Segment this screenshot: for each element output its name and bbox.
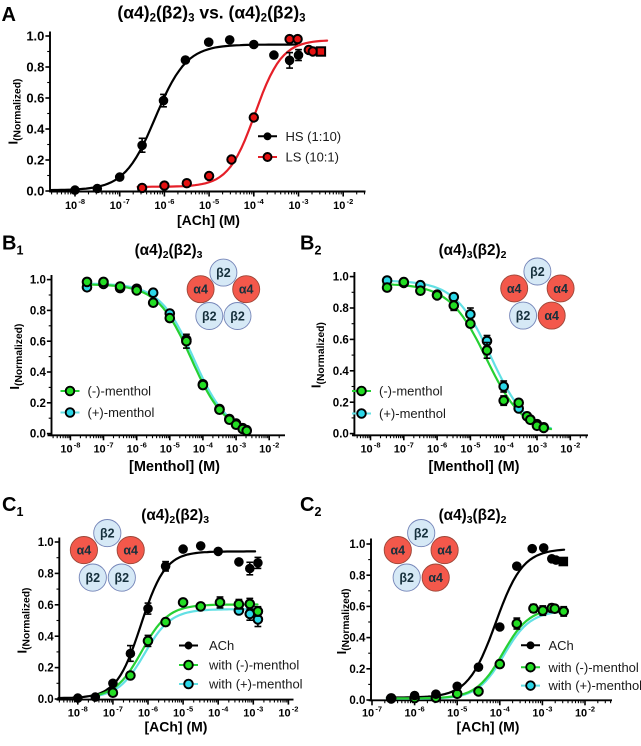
svg-text:α4: α4 [193,283,208,297]
svg-text:0.8: 0.8 [38,569,55,581]
svg-text:0.6: 0.6 [26,91,44,106]
svg-text:β2: β2 [202,309,217,323]
svg-text:β2: β2 [100,527,115,541]
svg-text:0.4: 0.4 [333,366,350,378]
svg-text:ACh: ACh [549,638,574,653]
svg-text:(+)-menthol: (+)-menthol [88,405,155,420]
svg-text:0.2: 0.2 [26,153,44,168]
svg-text:β2: β2 [530,265,545,279]
svg-text:0.6: 0.6 [38,600,54,612]
svg-text:[ACh] (M): [ACh] (M) [457,719,520,735]
svg-text:(α4)2​(β2)3​ vs. (α4)2​(β2)3​: (α4)2​(β2)3​ vs. (α4)2​(β2)3​ [117,3,305,25]
svg-text:(-)-menthol: (-)-menthol [379,384,443,399]
svg-text:(α4)2​(β2)3​: (α4)2​(β2)3​ [141,507,209,526]
svg-text:α4: α4 [239,283,254,297]
svg-text:(-)-menthol: (-)-menthol [88,384,152,399]
svg-text:[ACh] (M): [ACh] (M) [145,719,208,735]
svg-text:0.2: 0.2 [38,663,54,675]
svg-text:0.8: 0.8 [333,303,350,315]
svg-text:α4: α4 [507,282,522,296]
svg-text:with (-)-menthol: with (-)-menthol [548,660,639,675]
svg-text:0.2: 0.2 [30,398,46,410]
svg-text:0.0: 0.0 [349,695,365,707]
svg-text:(α4)3​(β2)2​: (α4)3​(β2)2​ [439,507,507,526]
svg-text:1.0: 1.0 [26,29,44,44]
svg-text:1.0: 1.0 [38,537,54,549]
svg-text:0.4: 0.4 [30,367,47,379]
svg-text:0.8: 0.8 [26,60,44,75]
svg-text:0.6: 0.6 [30,336,46,348]
svg-text:LS (10:1): LS (10:1) [286,150,339,165]
svg-text:[Menthol] (M): [Menthol] (M) [129,459,220,475]
svg-text:0.0: 0.0 [38,694,54,706]
svg-text:0.6: 0.6 [333,335,349,347]
svg-text:0.4: 0.4 [26,122,45,137]
svg-text:with (+)-menthol: with (+)-menthol [548,678,641,693]
svg-text:β2: β2 [230,309,245,323]
svg-text:α4: α4 [437,544,452,558]
svg-text:with (+)-menthol: with (+)-menthol [208,677,303,692]
svg-text:0.0: 0.0 [333,429,349,441]
svg-text:α4: α4 [390,544,405,558]
svg-text:α4: α4 [553,282,568,296]
svg-text:0.8: 0.8 [30,306,47,318]
svg-text:0.0: 0.0 [26,184,44,199]
svg-text:0.4: 0.4 [38,631,55,643]
svg-text:α4: α4 [77,544,92,558]
svg-text:1.0: 1.0 [349,539,365,551]
svg-text:β2: β2 [216,266,231,280]
svg-text:β2: β2 [414,527,429,541]
svg-text:1.0: 1.0 [30,275,46,287]
svg-text:0.8: 0.8 [349,570,366,582]
svg-text:β2: β2 [516,309,531,323]
svg-text:[Menthol] (M): [Menthol] (M) [429,459,520,475]
svg-text:with (-)-menthol: with (-)-menthol [208,658,299,673]
svg-text:α4: α4 [544,309,559,323]
svg-text:0.2: 0.2 [349,664,365,676]
svg-text:α4: α4 [428,571,443,585]
svg-text:1.0: 1.0 [333,272,349,284]
svg-text:(+)-menthol: (+)-menthol [379,406,446,421]
svg-text:β2: β2 [86,571,101,585]
svg-text:HS (1:10): HS (1:10) [286,129,342,144]
svg-text:(α4)2​(β2)3​: (α4)2​(β2)3​ [135,242,203,261]
svg-text:α4: α4 [123,544,138,558]
svg-text:β2: β2 [115,571,130,585]
svg-text:0.0: 0.0 [30,429,46,441]
svg-text:[ACh] (M): [ACh] (M) [177,212,240,228]
svg-text:β2: β2 [399,571,414,585]
svg-text:(α4)3​(β2)2​: (α4)3​(β2)2​ [439,242,507,261]
svg-text:0.2: 0.2 [333,397,349,409]
svg-text:ACh: ACh [209,638,234,653]
svg-text:A: A [2,4,16,26]
